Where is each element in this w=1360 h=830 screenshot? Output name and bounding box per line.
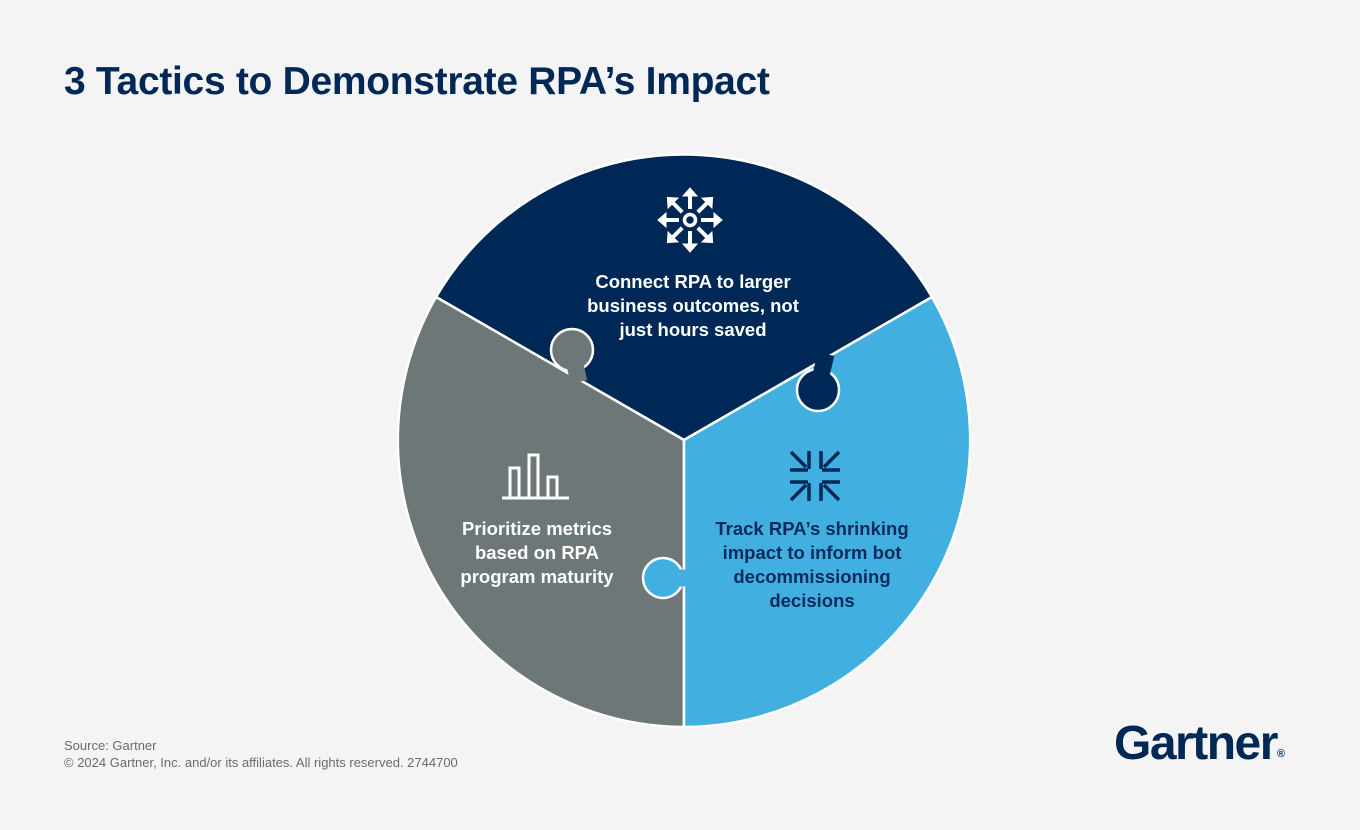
text-line: program maturity xyxy=(460,566,614,587)
tactic-3-text: Track RPA’s shrinking impact to inform b… xyxy=(682,517,942,613)
registered-mark: ® xyxy=(1276,748,1285,760)
tactic-2-text: Prioritize metrics based on RPA program … xyxy=(417,517,657,589)
text-line: just hours saved xyxy=(619,319,767,340)
tactic-1-text: Connect RPA to larger business outcomes,… xyxy=(543,270,843,342)
text-line: based on RPA xyxy=(474,542,600,563)
page-title: 3 Tactics to Demonstrate RPA’s Impact xyxy=(64,60,770,103)
text-line: business outcomes, not xyxy=(587,295,799,316)
copyright-text: © 2024 Gartner, Inc. and/or its affiliat… xyxy=(64,755,458,770)
text-line: Connect RPA to larger xyxy=(595,271,791,292)
text-line: decisions xyxy=(769,590,855,611)
piece-blue xyxy=(682,295,972,729)
logo-text: Gartner xyxy=(1114,717,1278,770)
text-line: impact to inform bot xyxy=(722,542,902,563)
piece-gray xyxy=(396,295,686,729)
arrows-inward-icon xyxy=(789,450,841,502)
footer: Source: Gartner © 2024 Gartner, Inc. and… xyxy=(64,737,458,771)
gartner-logo: Gartner® xyxy=(1114,716,1285,771)
bar-chart-icon xyxy=(502,453,569,500)
text-line: decommissioning xyxy=(733,566,891,587)
piece-navy xyxy=(434,153,934,442)
text-line: Track RPA’s shrinking xyxy=(715,518,909,539)
arrows-outward-icon xyxy=(656,187,724,254)
text-line: Prioritize metrics xyxy=(461,518,613,539)
source-text: Source: Gartner xyxy=(64,738,157,753)
